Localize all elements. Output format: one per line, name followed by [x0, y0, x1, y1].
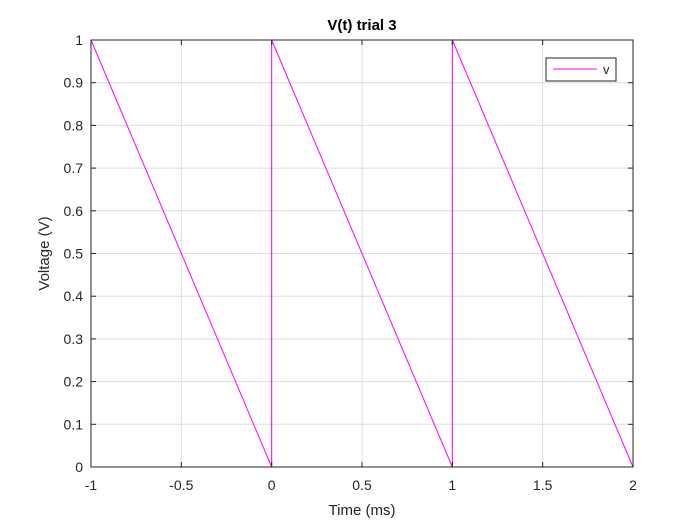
legend-label-v: v [603, 62, 610, 77]
legend: v [545, 57, 617, 82]
y-tick-label: 0.6 [64, 203, 84, 219]
x-tick-label: -1 [85, 477, 98, 493]
y-tick-label: 0.8 [64, 117, 84, 133]
y-tick-label: 0 [75, 459, 83, 475]
y-tick-label: 0.5 [64, 246, 84, 262]
chart-title: V(t) trial 3 [327, 17, 396, 34]
tick-marks [90, 39, 634, 468]
y-tick-label: 0.1 [64, 416, 84, 432]
y-tick-label: 1 [75, 32, 83, 48]
y-tick-label: 0.3 [64, 331, 84, 347]
y-tick-label: 0.2 [64, 374, 84, 390]
x-tick-label: -0.5 [169, 477, 193, 493]
x-tick-label: 1.5 [533, 477, 553, 493]
x-tick-labels: -1 -0.5 0 0.5 1 1.5 2 [85, 477, 637, 493]
x-tick-label: 0.5 [352, 477, 372, 493]
y-tick-labels: 0 0.1 0.2 0.3 0.4 0.5 0.6 0.7 0.8 0.9 1 [64, 32, 84, 475]
y-tick-label: 0.7 [64, 160, 84, 176]
x-tick-label: 0 [268, 477, 276, 493]
y-axis-label: Voltage (V) [36, 216, 53, 290]
y-tick-label: 0.4 [64, 288, 84, 304]
x-tick-label: 2 [629, 477, 637, 493]
x-tick-label: 1 [448, 477, 456, 493]
y-tick-label: 0.9 [64, 75, 84, 91]
x-axis-label: Time (ms) [329, 502, 396, 519]
